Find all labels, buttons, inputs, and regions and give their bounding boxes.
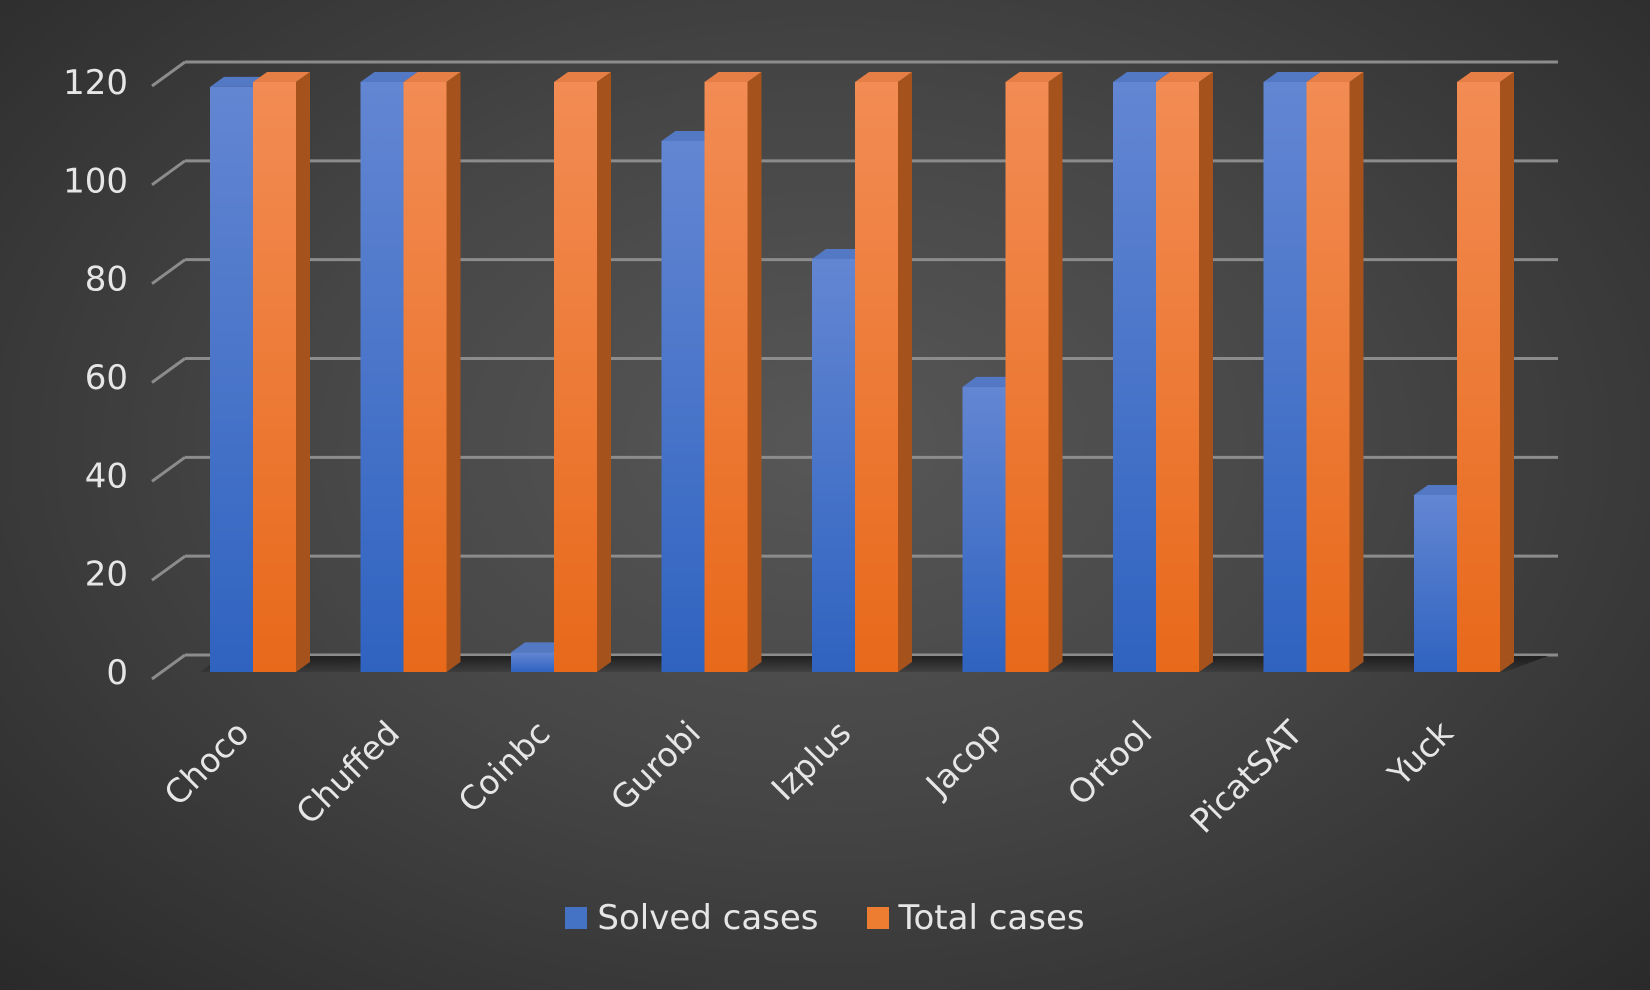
bar-side-total-cases-chuffed bbox=[446, 72, 461, 672]
bar-top-solved-cases-gurobi bbox=[661, 131, 719, 141]
y-tick-label-100: 100 bbox=[63, 161, 128, 201]
x-category-label-picatsat: PicatSAT bbox=[1182, 712, 1310, 840]
x-category-label-ortool: Ortool bbox=[1060, 713, 1160, 813]
bar-front-solved-cases-coinbc bbox=[511, 652, 554, 672]
bar-top-solved-cases-jacop bbox=[962, 376, 1020, 387]
bar-front-total-cases-ortool bbox=[1156, 82, 1199, 672]
x-category-label-gurobi: Gurobi bbox=[603, 713, 708, 818]
bar-side-total-cases-jacop bbox=[1048, 72, 1063, 672]
gridline-slant-100 bbox=[151, 159, 186, 187]
bar-total-cases-ortool bbox=[1156, 72, 1213, 672]
x-category-label-coinbc: Coinbc bbox=[450, 713, 557, 820]
y-tick-label-80: 80 bbox=[85, 260, 128, 300]
bars bbox=[210, 72, 1514, 672]
bar-side-total-cases-yuck bbox=[1500, 72, 1514, 672]
bar-top-solved-cases-choco bbox=[210, 76, 267, 87]
bar-front-total-cases-picatsat bbox=[1306, 82, 1350, 672]
bar-top-total-cases-choco bbox=[253, 72, 310, 82]
bar-total-cases-yuck bbox=[1457, 72, 1514, 672]
y-tick-label-60: 60 bbox=[85, 358, 128, 398]
bar-top-total-cases-yuck bbox=[1457, 72, 1514, 82]
bar-front-solved-cases-gurobi bbox=[661, 141, 705, 672]
bar-front-total-cases-izplus bbox=[855, 82, 898, 672]
legend-item-solved: Solved cases bbox=[565, 898, 819, 938]
bar-side-total-cases-ortool bbox=[1199, 72, 1213, 672]
legend-swatch-total bbox=[866, 907, 889, 929]
y-axis-tick-labels: 0 20 40 60 80 100 120 bbox=[63, 63, 128, 693]
bar-top-total-cases-coinbc bbox=[554, 72, 611, 82]
bar-front-solved-cases-chuffed bbox=[360, 82, 404, 672]
bar-front-solved-cases-picatsat bbox=[1263, 82, 1307, 672]
gridline-slant-80 bbox=[151, 258, 186, 285]
bar-total-cases-gurobi bbox=[704, 72, 762, 672]
y-tick-label-20: 20 bbox=[85, 555, 128, 595]
bar-total-cases-chuffed bbox=[403, 72, 461, 672]
bar-front-total-cases-yuck bbox=[1457, 82, 1500, 672]
gridline-slant-20 bbox=[151, 554, 186, 582]
bar-total-cases-izplus bbox=[855, 72, 912, 672]
legend-item-total: Total cases bbox=[866, 898, 1085, 938]
bar-side-total-cases-choco bbox=[296, 72, 310, 672]
bar-front-solved-cases-choco bbox=[210, 86, 253, 672]
bar-top-solved-cases-chuffed bbox=[360, 72, 418, 82]
bar-side-total-cases-izplus bbox=[898, 72, 912, 672]
bar-top-solved-cases-yuck bbox=[1414, 485, 1471, 495]
bar-front-total-cases-jacop bbox=[1005, 82, 1049, 672]
legend-label-total: Total cases bbox=[898, 898, 1085, 938]
x-category-label-izplus: Izplus bbox=[764, 713, 859, 808]
bar-top-solved-cases-izplus bbox=[812, 249, 869, 259]
bar-front-total-cases-choco bbox=[253, 82, 296, 672]
bar-total-cases-coinbc bbox=[554, 72, 611, 672]
x-category-label-chuffed: Chuffed bbox=[288, 713, 407, 832]
bar-front-solved-cases-jacop bbox=[962, 386, 1006, 672]
bar-top-solved-cases-coinbc bbox=[511, 642, 568, 653]
bar-top-total-cases-ortool bbox=[1156, 72, 1213, 82]
bar-front-solved-cases-izplus bbox=[812, 259, 855, 672]
bar-front-solved-cases-ortool bbox=[1113, 82, 1156, 672]
legend-label-solved: Solved cases bbox=[597, 898, 819, 938]
bar-total-cases-jacop bbox=[1005, 72, 1063, 672]
legend-swatch-solved bbox=[565, 907, 588, 929]
bar-top-total-cases-picatsat bbox=[1306, 72, 1364, 82]
y-tick-label-40: 40 bbox=[85, 456, 128, 496]
bar-front-solved-cases-yuck bbox=[1414, 495, 1457, 672]
legend: Solved cases Total cases bbox=[0, 898, 1650, 938]
x-axis-category-labels: Choco Chuffed Coinbc Gurobi Izplus Jacop Ortoo… bbox=[156, 712, 1461, 840]
gridline-slant-120 bbox=[151, 60, 186, 88]
bar-total-cases-picatsat bbox=[1306, 72, 1364, 672]
bar-top-total-cases-izplus bbox=[855, 72, 912, 82]
bar-top-total-cases-jacop bbox=[1005, 72, 1063, 82]
gridline-slant-40 bbox=[151, 456, 186, 483]
bar-front-total-cases-coinbc bbox=[554, 82, 597, 672]
bar-side-total-cases-picatsat bbox=[1349, 72, 1364, 672]
bar-front-total-cases-chuffed bbox=[403, 82, 447, 672]
bar-total-cases-choco bbox=[253, 72, 310, 672]
x-category-label-choco: Choco bbox=[156, 713, 256, 813]
y-tick-label-120: 120 bbox=[63, 63, 128, 103]
gridline-slant-0 bbox=[151, 653, 186, 681]
bar-side-total-cases-coinbc bbox=[597, 72, 611, 672]
x-category-label-yuck: Yuck bbox=[1380, 712, 1462, 794]
gridline-slant-60 bbox=[151, 357, 186, 384]
bar-top-total-cases-gurobi bbox=[704, 72, 762, 82]
bar-top-total-cases-chuffed bbox=[403, 72, 461, 82]
bar-front-total-cases-gurobi bbox=[704, 82, 748, 672]
x-category-label-jacop: Jacop bbox=[917, 713, 1009, 805]
bar-top-solved-cases-picatsat bbox=[1263, 72, 1321, 82]
bar-top-solved-cases-ortool bbox=[1113, 72, 1170, 82]
bar-side-total-cases-gurobi bbox=[747, 72, 762, 672]
y-tick-label-0: 0 bbox=[106, 653, 128, 693]
